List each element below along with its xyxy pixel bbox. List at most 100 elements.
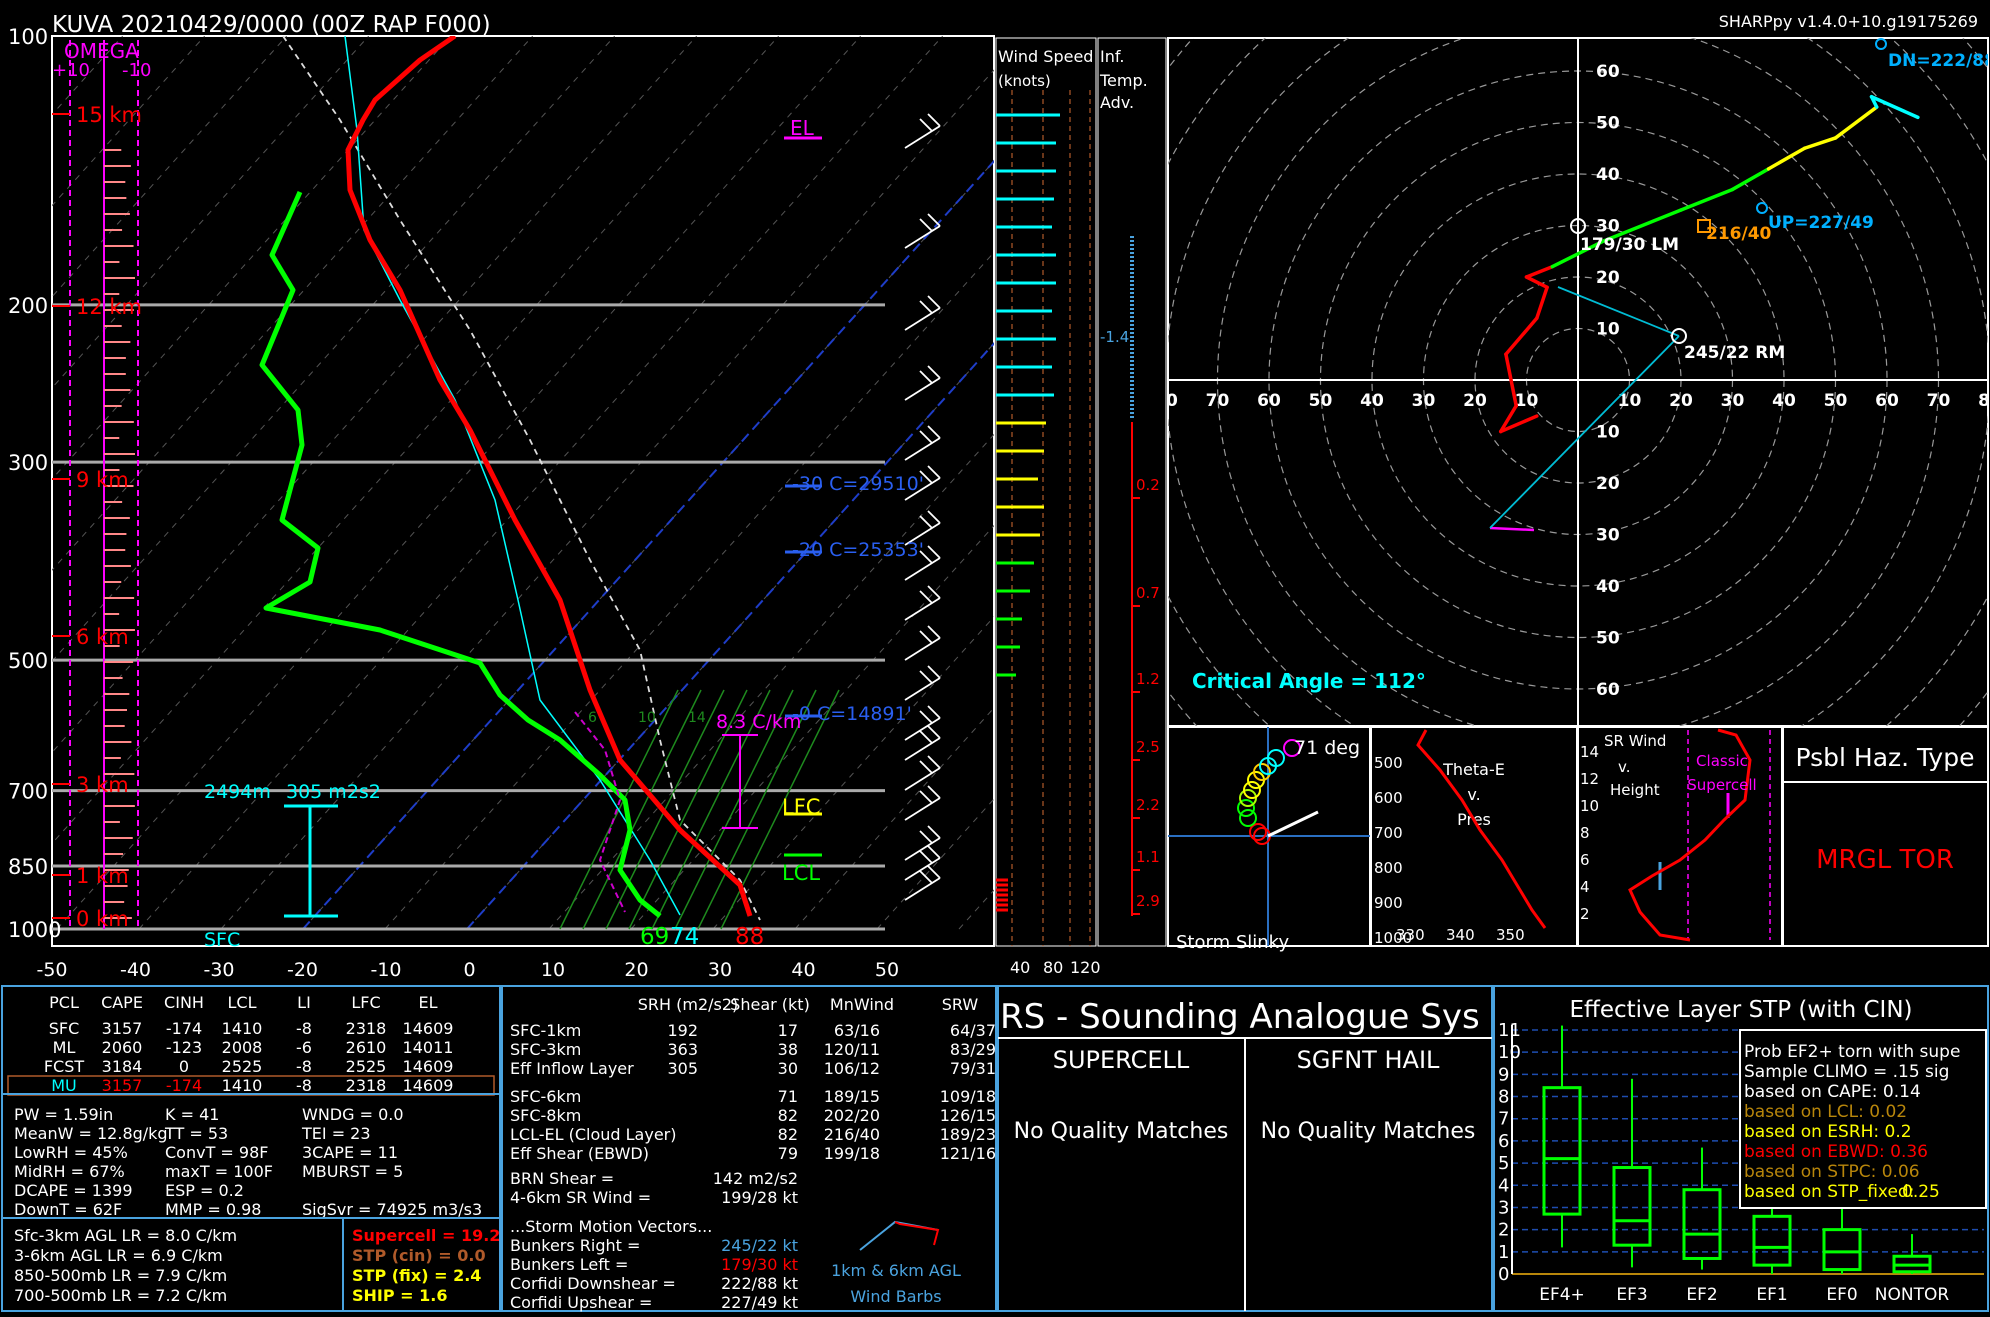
hodo-x-label: 40 bbox=[1360, 391, 1384, 411]
analogue-title: RS - Sounding Analogue Sys bbox=[1000, 997, 1480, 1037]
height-label: 15 km bbox=[76, 103, 142, 127]
hodo-x-label: 40 bbox=[1772, 391, 1796, 411]
kin-cell: Eff Shear (EBWD) bbox=[510, 1144, 649, 1163]
tadv-value: -1.4 bbox=[1100, 328, 1129, 346]
kin-header: SRW bbox=[942, 995, 979, 1014]
pressure-label: 1000 bbox=[8, 918, 61, 942]
hodo-ring-label: 40 bbox=[1596, 577, 1620, 597]
stp-legend-line: based on CAPE: 0.14 bbox=[1744, 1082, 1921, 1102]
pressure-label: 850 bbox=[8, 855, 48, 879]
index-value: SigSvr = 74925 m3/s3 bbox=[302, 1200, 482, 1219]
kin-cell: SFC-1km bbox=[510, 1021, 581, 1040]
srwind-title-1: SR Wind bbox=[1604, 732, 1666, 750]
temp-axis-label: -10 bbox=[370, 959, 401, 981]
theta-x-label: 330 bbox=[1396, 926, 1425, 944]
theta-title-2: v. bbox=[1467, 785, 1480, 804]
kin-cell: 17 bbox=[778, 1021, 798, 1040]
kin-cell: LCL-EL (Cloud Layer) bbox=[510, 1125, 676, 1144]
temp-axis-label: -30 bbox=[203, 959, 234, 981]
parcel-cell: -8 bbox=[296, 1019, 312, 1038]
parcel-cell: 14011 bbox=[403, 1038, 454, 1057]
sfc-wetbulb: 74 bbox=[670, 924, 699, 950]
pressure-label: 300 bbox=[8, 451, 48, 475]
mixing-ratio-label: 10 bbox=[638, 710, 656, 726]
el-label: EL bbox=[790, 116, 815, 140]
index-value: LowRH = 45% bbox=[14, 1143, 128, 1162]
storm-motion-value: 179/30 kt bbox=[721, 1255, 798, 1274]
parcel-cell: SFC bbox=[49, 1019, 80, 1038]
parcel-header: LFC bbox=[351, 993, 380, 1012]
pressure-label: 700 bbox=[8, 780, 48, 804]
hodo-x-label: 70 bbox=[1206, 391, 1230, 411]
height-label: 1 km bbox=[76, 864, 129, 888]
kin-cell: 64/37 bbox=[950, 1021, 996, 1040]
parcel-header: EL bbox=[418, 993, 437, 1012]
index-value: 3CAPE = 11 bbox=[302, 1143, 398, 1162]
stp-y-label: 2 bbox=[1498, 1220, 1509, 1241]
windspeed-unit: (knots) bbox=[998, 72, 1051, 90]
index-value: MidRH = 67% bbox=[14, 1162, 125, 1181]
hodo-x-label: 20 bbox=[1463, 391, 1487, 411]
temp-axis-label: 50 bbox=[875, 959, 899, 981]
temp-axis-label: 30 bbox=[708, 959, 732, 981]
parcel-cell: 2318 bbox=[346, 1019, 387, 1038]
kin-cell: 192 bbox=[667, 1021, 698, 1040]
hail-matches: No Quality Matches bbox=[1261, 1119, 1476, 1144]
srwind-title-2: v. bbox=[1618, 758, 1630, 776]
temp-axis-label: 40 bbox=[791, 959, 815, 981]
lfc-label: LFC bbox=[782, 795, 820, 819]
parcel-header: LI bbox=[297, 993, 311, 1012]
hodo-ring-label: 30 bbox=[1596, 526, 1620, 546]
hodo-x-label: 70 bbox=[1927, 391, 1951, 411]
slinky-label: Storm Slinky bbox=[1176, 932, 1289, 953]
stp-category-label: EF3 bbox=[1616, 1285, 1647, 1305]
stp-panel: Effective Layer STP (with CIN) 012345678… bbox=[1494, 986, 1988, 1311]
kin-cell: 106/12 bbox=[824, 1059, 880, 1078]
storm-motion-value: 245/22 kt bbox=[721, 1236, 798, 1255]
pressure-label: 200 bbox=[8, 294, 48, 318]
index-value: ConvT = 98F bbox=[165, 1143, 268, 1162]
tadv-value: 1.1 bbox=[1136, 848, 1160, 866]
kin-cell: SFC-6km bbox=[510, 1087, 581, 1106]
windspeed-title: Wind Speed bbox=[998, 47, 1093, 66]
temp-axis-label: -50 bbox=[36, 959, 67, 981]
stp-category-label: EF4+ bbox=[1539, 1285, 1585, 1305]
parcel-cell: -6 bbox=[296, 1038, 312, 1057]
kin-cell: 189/15 bbox=[824, 1087, 880, 1106]
temp-axis-label: -20 bbox=[287, 959, 318, 981]
lcl-label: LCL bbox=[782, 861, 820, 885]
eff-inflow-srh: 305 m2s2 bbox=[286, 781, 381, 803]
critical-angle-label: Critical Angle = 112° bbox=[1192, 669, 1426, 693]
index-value: WNDG = 0.0 bbox=[302, 1105, 404, 1124]
parcel-cell: 1410 bbox=[222, 1019, 263, 1038]
stp-legend-line: based on STPC: 0.06 bbox=[1744, 1162, 1920, 1182]
theta-title-1: Theta-E bbox=[1442, 760, 1505, 779]
composite-value: STP (cin) = 0.0 bbox=[352, 1246, 486, 1265]
theta-p-label: 500 bbox=[1374, 754, 1403, 772]
parcel-header: PCL bbox=[49, 993, 79, 1012]
hodo-x-label: 30 bbox=[1412, 391, 1436, 411]
storm-motion-label: Corfidi Downshear = bbox=[510, 1274, 676, 1293]
index-value: PW = 1.59in bbox=[14, 1105, 113, 1124]
windspeed-panel: Wind Speed (knots) 40 80 120 bbox=[996, 38, 1101, 977]
parcel-header: LCL bbox=[228, 993, 257, 1012]
supercell-matches: No Quality Matches bbox=[1014, 1119, 1229, 1144]
windspeed-tick-120: 120 bbox=[1070, 958, 1101, 977]
stp-y-label: 4 bbox=[1498, 1175, 1509, 1196]
stp-y-label: 0 bbox=[1498, 1264, 1509, 1285]
dn-label: DN=222/88 bbox=[1888, 51, 1990, 71]
hodo-x-label: 10 bbox=[1515, 391, 1539, 411]
parcel-cell: 3184 bbox=[102, 1057, 143, 1076]
temp-axis-label: 10 bbox=[541, 959, 565, 981]
stp-y-label: 3 bbox=[1498, 1197, 1509, 1218]
kin-cell: 30 bbox=[778, 1059, 798, 1078]
parcel-cell: 14609 bbox=[403, 1057, 454, 1076]
kin-header: Shear (kt) bbox=[730, 995, 810, 1014]
brn-value: 142 m2/s2 bbox=[713, 1169, 798, 1188]
tadv-value: 2.2 bbox=[1136, 796, 1160, 814]
parcel-cell: 3157 bbox=[102, 1019, 143, 1038]
storm-slinky-panel: 71 deg Storm Slinky bbox=[1168, 727, 1370, 953]
index-value: TEI = 23 bbox=[301, 1124, 371, 1143]
